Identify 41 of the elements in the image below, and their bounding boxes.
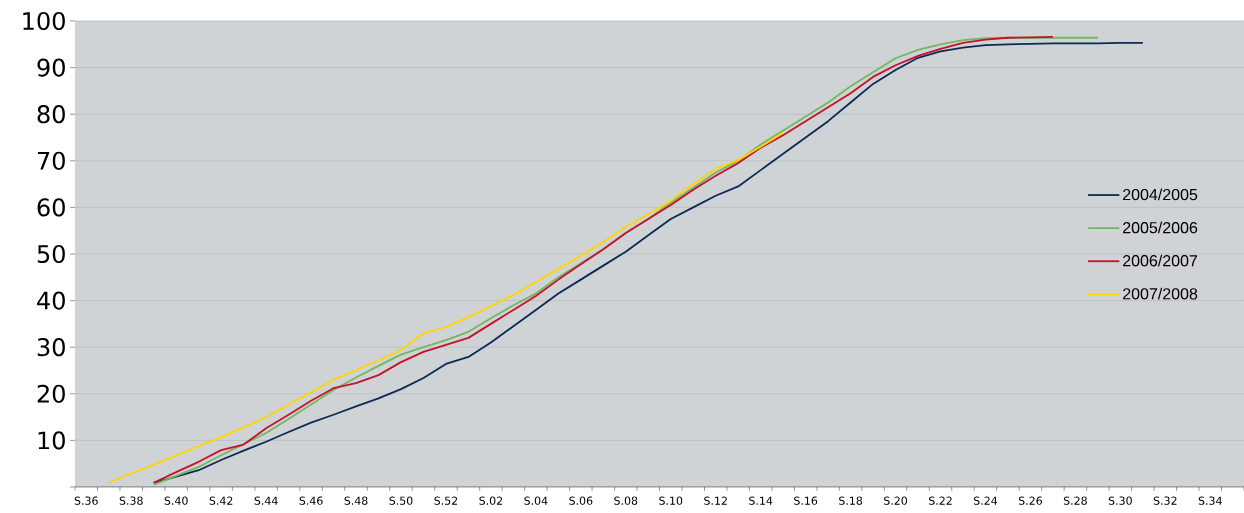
x-tick-label: S.28	[1063, 496, 1087, 505]
x-tick-label: S.08	[614, 496, 638, 505]
x-tick-label: S.36	[74, 496, 98, 505]
legend-label: 2005/2006	[1123, 221, 1198, 234]
x-tick-label: S.48	[344, 496, 368, 505]
x-tick-label: S.46	[299, 496, 323, 505]
y-tick-label: 90	[37, 58, 65, 77]
y-tick-label: 10	[38, 431, 65, 450]
x-tick-label: S.18	[839, 496, 863, 505]
y-tick-label: 30	[37, 338, 65, 357]
x-tick-label: S.32	[1153, 496, 1177, 505]
x-tick-label: S.24	[973, 496, 998, 505]
x-tick-label: S.50	[389, 496, 413, 505]
x-tick-label: S.16	[794, 496, 818, 505]
x-tick-label: S.22	[929, 496, 952, 505]
x-tick-label: S.12	[704, 496, 727, 505]
legend-label: 2004/2005	[1123, 188, 1198, 201]
y-tick-label: 60	[37, 198, 65, 217]
x-tick-label: S.04	[524, 496, 548, 505]
x-tick-label: S.26	[1018, 496, 1042, 505]
x-tick-label: S.06	[569, 496, 593, 505]
y-tick-label: 20	[37, 384, 65, 403]
x-tick-label: S.14	[749, 496, 773, 505]
legend-label: 2007/2008	[1123, 287, 1198, 300]
y-tick-label: 80	[37, 105, 65, 124]
x-tick-label: S.02	[479, 496, 503, 505]
x-tick-label: S.10	[659, 496, 683, 505]
y-tick-label: 40	[37, 291, 65, 310]
x-tick-label: S.34	[1198, 496, 1222, 505]
line-series	[107, 131, 785, 484]
y-tick-label: 50	[37, 244, 65, 264]
x-tick-label: S.38	[119, 496, 143, 505]
x-tick-label: S.42	[209, 496, 233, 505]
y-tick-label: 70	[37, 151, 65, 170]
x-tick-label: S.40	[164, 496, 188, 505]
x-tick-label: S.44	[254, 496, 278, 505]
y-tick-label: 100	[23, 11, 65, 31]
x-tick-label: S.30	[1108, 496, 1132, 505]
x-tick-label: S.52	[434, 496, 458, 505]
legend-label: 2006/2007	[1123, 254, 1198, 267]
x-tick-label: S.20	[884, 496, 908, 505]
